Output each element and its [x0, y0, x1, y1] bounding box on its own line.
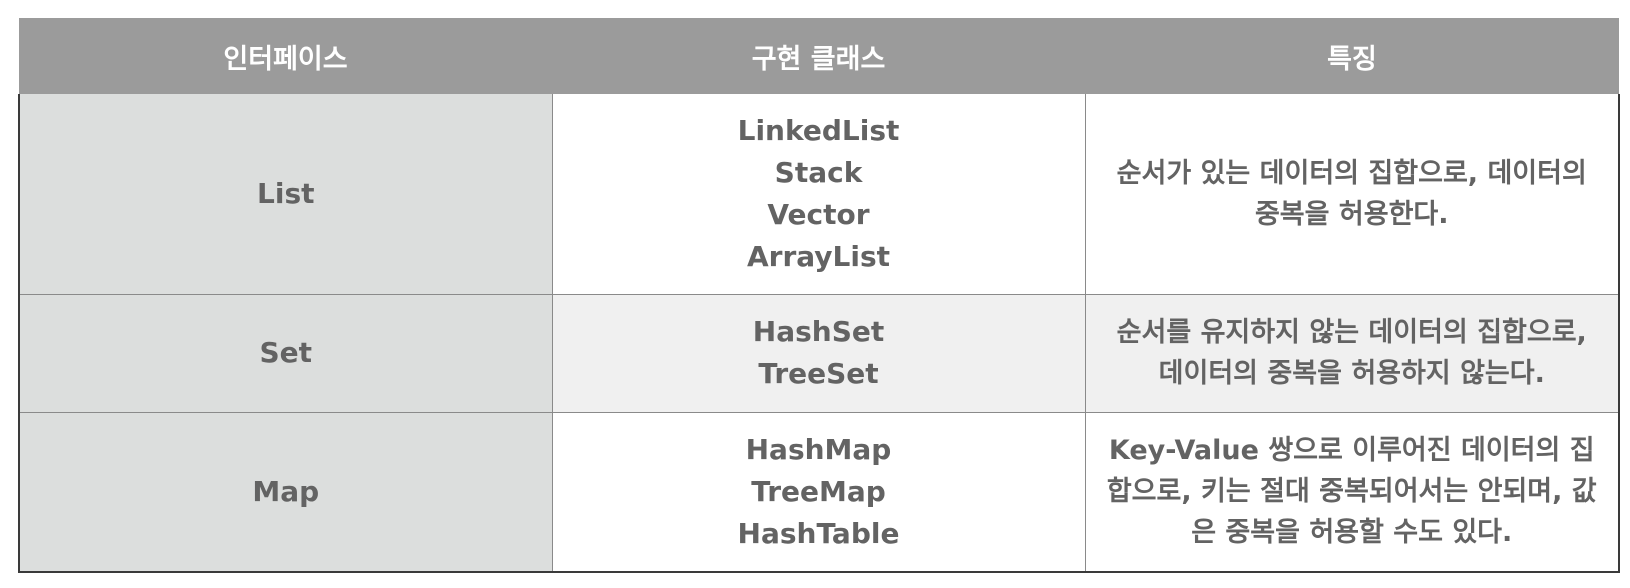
- header-feature: 특징: [1085, 18, 1619, 94]
- interface-cell: List: [18, 94, 553, 295]
- implementation-name: HashSet: [752, 315, 885, 348]
- table-row: List LinkedList Stack Vector ArrayList 순…: [18, 94, 1620, 295]
- header-row: 인터페이스 구현 클래스 특징: [19, 18, 1619, 94]
- implementation-name: HashTable: [737, 516, 900, 550]
- implementation-name: TreeMap: [751, 474, 886, 508]
- interface-cell: Set: [18, 293, 553, 413]
- collections-table-container: 인터페이스 구현 클래스 특징 List LinkedList Stack Ve…: [18, 18, 1620, 573]
- header-implementation: 구현 클래스: [552, 18, 1085, 94]
- collections-table: 인터페이스 구현 클래스 특징 List LinkedList Stack Ve…: [18, 18, 1620, 573]
- interface-cell: Map: [18, 411, 553, 573]
- implementation-name: Stack: [774, 155, 863, 189]
- feature-cell: 순서를 유지하지 않는 데이터의 집합으로, 데이터의 중복을 허용하지 않는다…: [1084, 293, 1620, 413]
- table-row: Map HashMap TreeMap HashTable Key-Value …: [18, 411, 1620, 573]
- table-header: 인터페이스 구현 클래스 특징: [19, 18, 1619, 94]
- implementation-name: Vector: [767, 197, 870, 231]
- implementation-cell: HashSet TreeSet: [551, 293, 1086, 413]
- table-body: List LinkedList Stack Vector ArrayList 순…: [18, 94, 1620, 573]
- table-row: Set HashSet TreeSet 순서를 유지하지 않는 데이터의 집합으…: [18, 293, 1620, 413]
- feature-cell: 순서가 있는 데이터의 집합으로, 데이터의 중복을 허용한다.: [1084, 94, 1620, 295]
- feature-cell: Key-Value 쌍으로 이루어진 데이터의 집합으로, 키는 절대 중복되어…: [1084, 411, 1620, 573]
- implementation-name: TreeSet: [758, 357, 879, 390]
- implementation-name: HashMap: [745, 432, 892, 466]
- header-interface: 인터페이스: [19, 18, 552, 94]
- implementation-name: LinkedList: [737, 113, 900, 147]
- implementation-cell: HashMap TreeMap HashTable: [551, 411, 1086, 573]
- implementation-name: ArrayList: [746, 239, 891, 273]
- implementation-cell: LinkedList Stack Vector ArrayList: [551, 94, 1086, 295]
